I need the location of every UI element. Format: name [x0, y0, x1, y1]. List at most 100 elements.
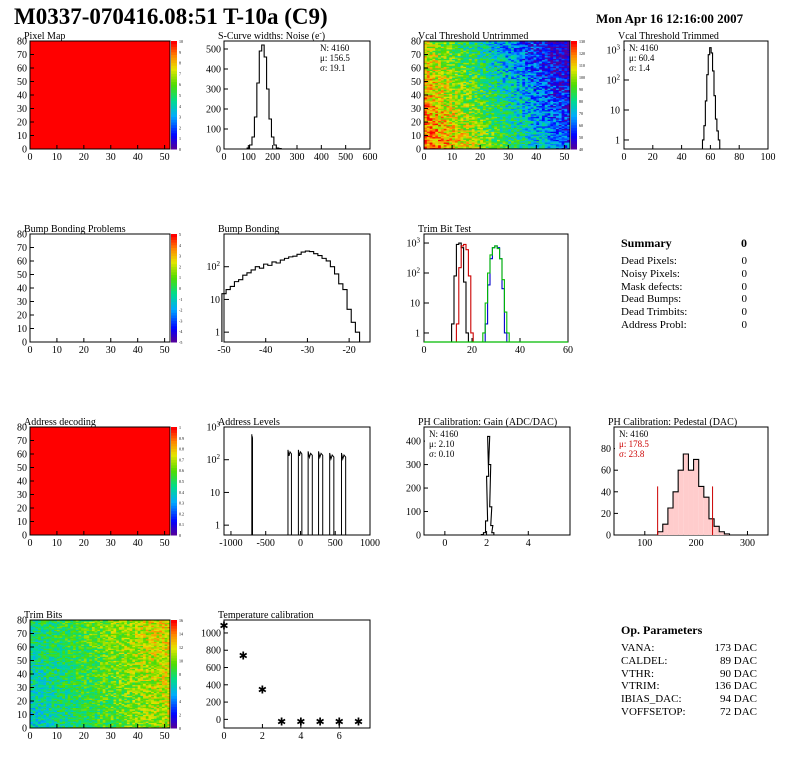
heatmap-cell — [480, 74, 484, 77]
heatmap-cell — [480, 130, 484, 132]
heatmap-cell — [452, 144, 456, 147]
heatmap-cell — [519, 112, 523, 115]
colorbar-cell — [171, 323, 177, 327]
heatmap-cell — [502, 128, 506, 131]
heatmap-cell — [564, 62, 568, 65]
heatmap-cell — [519, 143, 523, 146]
heatmap-cell — [124, 719, 128, 722]
heatmap-cell — [488, 55, 492, 58]
heatmap-cell — [502, 81, 506, 84]
heatmap-cell — [40, 715, 44, 718]
heatmap-cell — [499, 47, 503, 50]
heatmap-cell — [440, 41, 444, 43]
heatmap-cell — [474, 95, 478, 97]
heatmap-cell — [480, 68, 484, 70]
heatmap-cell — [443, 45, 447, 47]
heatmap-cell — [477, 68, 481, 70]
heatmap-cell — [544, 122, 548, 124]
heatmap-cell — [432, 135, 436, 138]
colorbar-label: 70 — [579, 111, 583, 116]
heatmap-cell — [564, 47, 568, 50]
heatmap-cell — [460, 61, 464, 63]
heatmap-cell — [452, 47, 456, 50]
heatmap-cell — [443, 70, 447, 73]
heatmap-cell — [508, 126, 512, 128]
heatmap-cell — [536, 108, 540, 111]
heatmap-cell — [525, 120, 529, 123]
x-tick-label: 10 — [52, 538, 62, 549]
heatmap-cell — [86, 725, 90, 727]
heatmap-cell — [454, 143, 458, 146]
heatmap-cell — [561, 89, 565, 92]
heatmap-cell — [429, 53, 433, 55]
heatmap-cell — [124, 723, 128, 726]
heatmap-cell — [454, 140, 458, 143]
heatmap-cell — [541, 85, 546, 88]
heatmap-cell — [485, 136, 489, 139]
y-tick-label: 80 — [17, 230, 27, 241]
heatmap-cell — [438, 119, 442, 121]
heatmap-cell — [527, 72, 531, 74]
heatmap-cell — [511, 124, 515, 127]
heatmap-cell — [443, 101, 447, 104]
heatmap-cell — [482, 81, 487, 84]
heatmap-cell — [516, 92, 520, 94]
heatmap-cell — [443, 124, 447, 127]
heatmap-cell — [145, 718, 149, 721]
heatmap-cell — [432, 84, 436, 86]
heatmap-cell — [536, 116, 540, 119]
heatmap-cell — [480, 43, 484, 46]
heatmap-cell — [561, 74, 565, 77]
heatmap-cell — [40, 717, 44, 719]
heatmap-cell — [539, 58, 543, 61]
heatmap-cell — [502, 109, 506, 112]
heatmap-cell — [550, 70, 554, 73]
heatmap-cell — [564, 100, 568, 103]
heatmap-cell — [438, 93, 442, 96]
heatmap-cell — [468, 58, 473, 61]
heatmap-cell — [480, 105, 484, 108]
heatmap-cell — [446, 82, 450, 85]
heatmap-cell — [438, 73, 442, 76]
heatmap-cell — [59, 714, 63, 717]
y-tick-label: 50 — [411, 77, 421, 88]
heatmap-cell — [471, 47, 475, 50]
heatmap-cell — [491, 43, 495, 46]
heatmap-cell — [499, 136, 503, 139]
heatmap-cell — [457, 76, 461, 78]
heatmap-cell — [452, 43, 456, 46]
heatmap-cell — [466, 103, 470, 105]
heatmap-cell — [522, 43, 526, 46]
heatmap-cell — [558, 109, 562, 112]
heatmap-cell — [522, 96, 526, 98]
heatmap-cell — [547, 138, 551, 140]
heatmap-cell — [59, 723, 63, 726]
heatmap-cell — [438, 124, 442, 127]
colorbar-cell — [171, 279, 177, 284]
heatmap-cell — [547, 97, 551, 100]
colorbar-cell — [571, 54, 577, 58]
heatmap-cell — [488, 70, 492, 73]
heatmap-cell — [494, 92, 498, 94]
heatmap-cell — [463, 54, 467, 57]
heatmap-cell — [480, 122, 484, 124]
heatmap-cell — [567, 61, 571, 63]
heatmap-cell — [516, 132, 520, 135]
heatmap-cell — [466, 139, 470, 142]
colorbar-cell — [571, 143, 577, 147]
heatmap-cell — [454, 46, 458, 49]
heatmap-cell — [522, 41, 526, 43]
heatmap-cell — [511, 47, 515, 50]
heatmap-cell — [485, 65, 489, 67]
heatmap-cell — [508, 72, 512, 74]
heatmap-cell — [94, 725, 98, 727]
heatmap-cell — [564, 126, 568, 128]
heatmap-cell — [32, 714, 36, 717]
heatmap-cell — [488, 41, 492, 43]
heatmap-cell — [440, 55, 444, 58]
heatmap-cell — [429, 127, 433, 130]
heatmap-cell — [527, 59, 531, 62]
heatmap-cell — [513, 142, 517, 144]
heatmap-cell — [449, 42, 453, 44]
heatmap-cell — [56, 722, 60, 725]
